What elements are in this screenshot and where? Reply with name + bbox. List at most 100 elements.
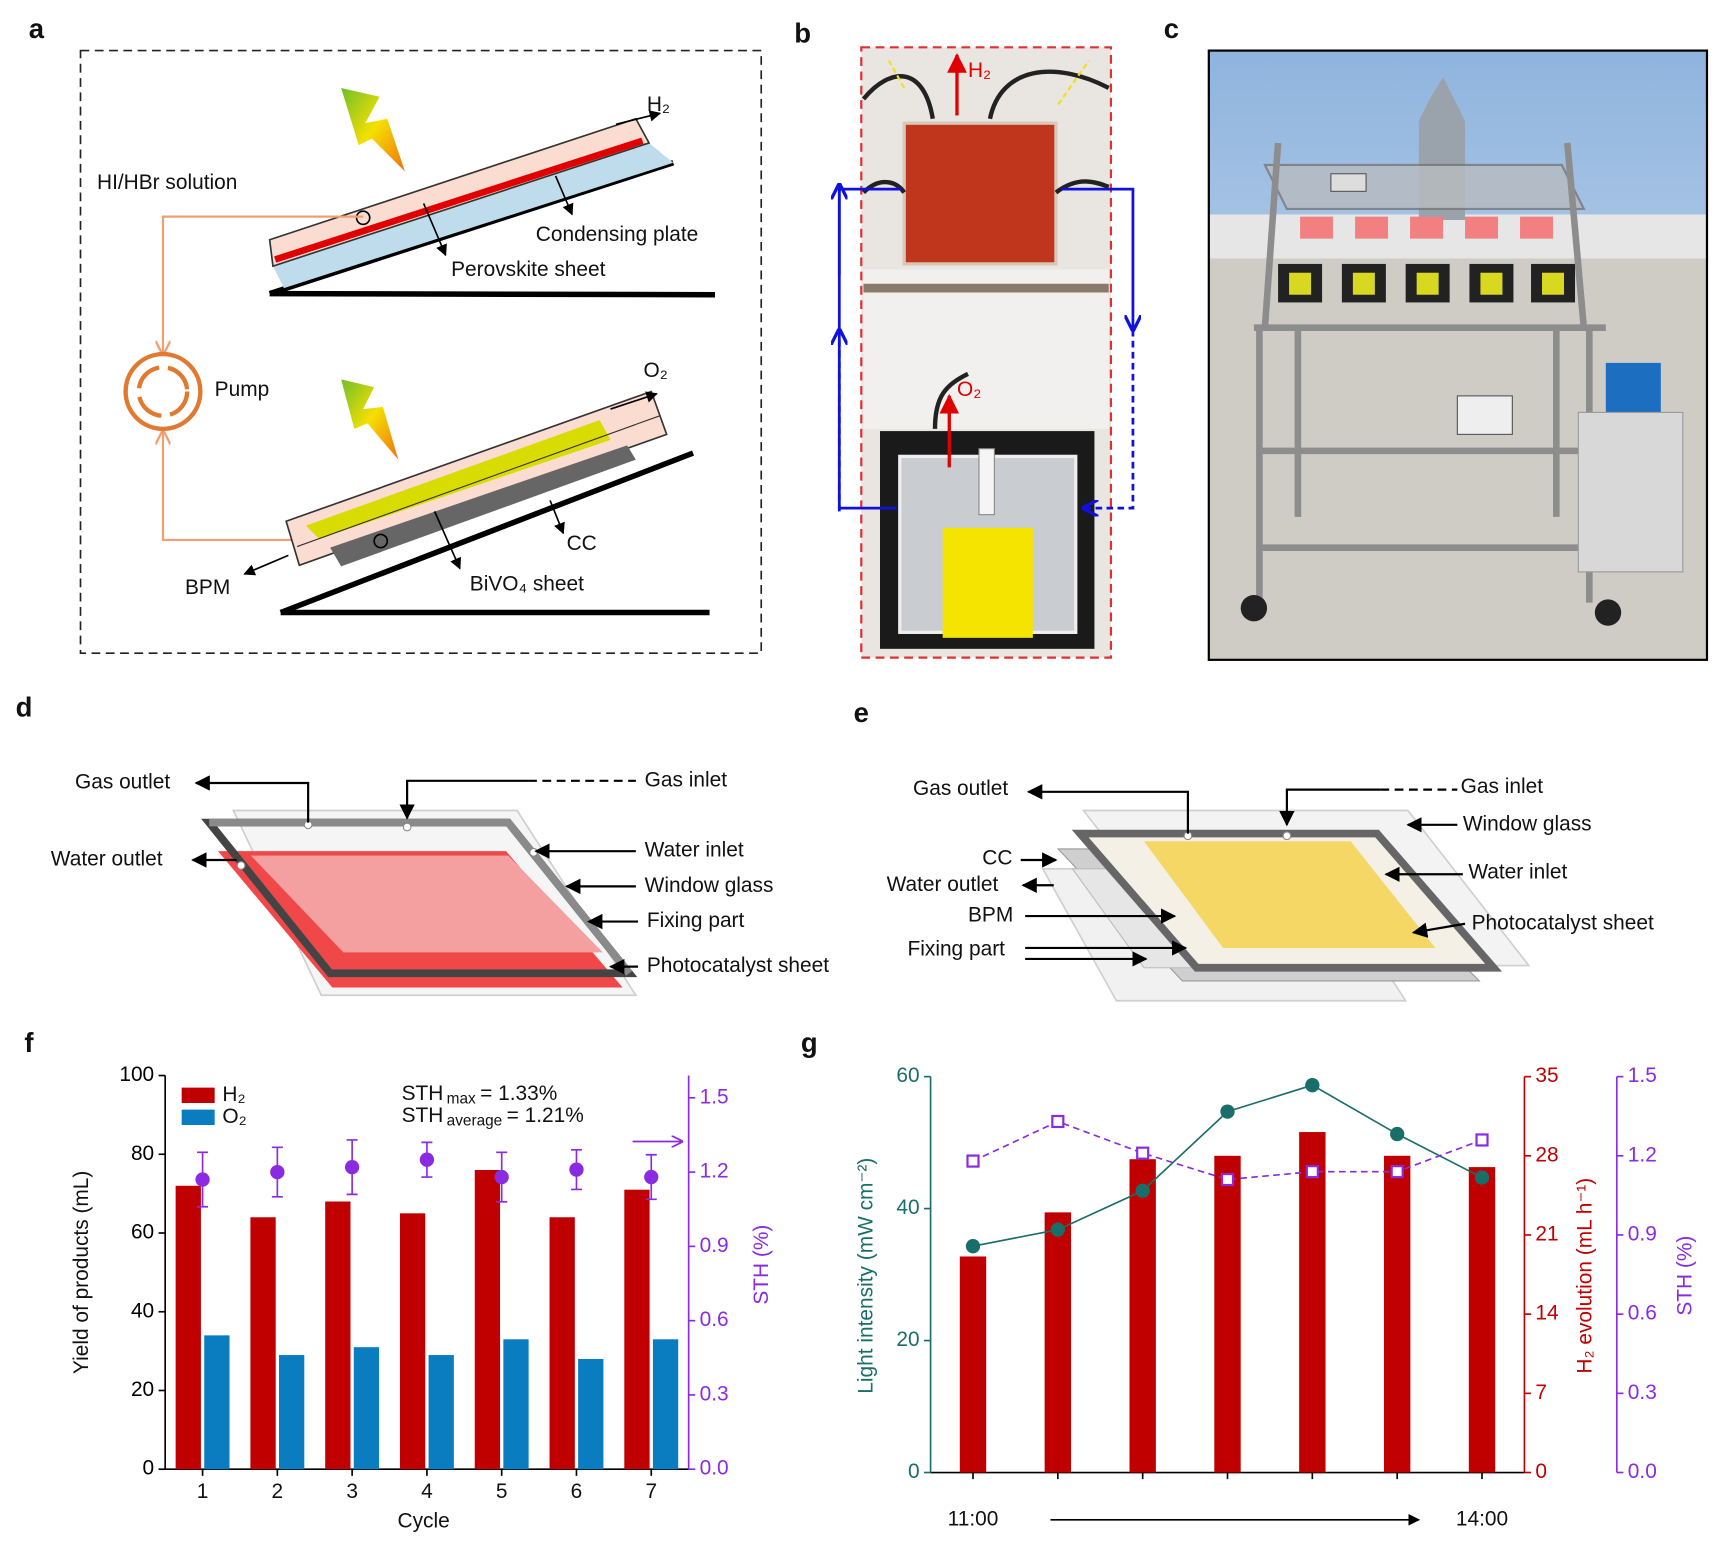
y-tick-label: 100: [119, 1063, 154, 1086]
y3-tick-label: 0.6: [1628, 1302, 1657, 1325]
x-tick-label: 2: [272, 1480, 284, 1503]
x-tick-label: 14:00: [1456, 1507, 1508, 1530]
label: BiVO₄ sheet: [470, 573, 584, 596]
y-tick-label: 0: [143, 1457, 155, 1480]
y2-tick-label: 0: [1535, 1460, 1547, 1483]
photo-middle: [863, 269, 1109, 429]
y2-tick-label: 0.6: [700, 1308, 729, 1331]
y-axis-title: Yield of products (mL): [70, 1171, 93, 1374]
bar: [250, 1217, 276, 1470]
y3-tick-label: 0.9: [1628, 1222, 1657, 1245]
condensing-plate: [272, 142, 674, 289]
x-tick-label: 1: [197, 1480, 209, 1503]
bar: [959, 1256, 987, 1473]
chiller: [1577, 411, 1684, 573]
gas-inlet: [1282, 831, 1292, 841]
incline: [279, 450, 695, 616]
port: [373, 533, 389, 549]
label: O₂: [957, 378, 981, 401]
outlet-tube: [978, 448, 995, 516]
marker: [1474, 1170, 1490, 1185]
panel-letter: b: [794, 17, 811, 48]
cell: [1355, 216, 1389, 239]
marker: [1136, 1146, 1150, 1160]
marker: [1305, 1078, 1320, 1093]
annotation-sub: average: [447, 1113, 503, 1130]
wheel: [1240, 594, 1268, 622]
water-outlet: [236, 861, 246, 870]
panel-e: Gas outlet Gas inlet Window glass CC Wat…: [887, 775, 1654, 1002]
light-bolt: [341, 379, 399, 460]
x-tick-label: 6: [571, 1480, 583, 1503]
photo-border: [1207, 49, 1709, 661]
label: Gas outlet: [75, 771, 170, 794]
shelf: [1263, 163, 1586, 211]
arrow: [887, 59, 906, 89]
x-tick-label: 3: [346, 1480, 358, 1503]
panel-letter: c: [1164, 13, 1179, 44]
y-tick-label: 40: [896, 1196, 919, 1219]
marker: [1390, 1126, 1405, 1142]
cell: [1480, 272, 1503, 295]
arrow: [1057, 59, 1090, 106]
y2-axis-title: H₂ evolution (mL h⁻¹): [1574, 1178, 1597, 1374]
cell: [1352, 272, 1375, 295]
y2-tick-label: 7: [1535, 1381, 1547, 1404]
bar: [1383, 1155, 1411, 1473]
cell: [1416, 272, 1439, 295]
marker: [1135, 1183, 1150, 1198]
bar: [503, 1339, 529, 1470]
annotation: STH average = 1.21%: [402, 1104, 584, 1130]
bar: [1214, 1155, 1241, 1473]
bar: [549, 1217, 575, 1470]
label: BPM: [968, 904, 1013, 927]
post: [1564, 142, 1588, 329]
label: Photocatalyst sheet: [647, 954, 829, 977]
annotation-sub: max: [447, 1091, 476, 1108]
arrow: [422, 203, 447, 257]
legend-swatch: [181, 1109, 215, 1126]
marker: [1305, 1165, 1319, 1179]
cell: [1300, 216, 1334, 239]
y3-tick-label: 0.3: [1628, 1381, 1657, 1404]
label: Pump: [215, 378, 270, 401]
label: Water outlet: [887, 873, 999, 896]
label: Water outlet: [51, 847, 163, 870]
panel-letters: a b c d e f g: [16, 13, 1179, 1058]
panel-letter: a: [29, 13, 45, 44]
label: Gas inlet: [1461, 775, 1544, 798]
pump-inner: [136, 365, 190, 418]
bar: [279, 1355, 305, 1470]
point: [419, 1152, 435, 1167]
marker: [965, 1239, 981, 1254]
label: HI/HBr solution: [97, 171, 237, 194]
flow: [1083, 329, 1135, 508]
flow: [837, 187, 902, 510]
y2-tick-label: 0.9: [700, 1234, 729, 1257]
point: [494, 1169, 509, 1185]
label: O₂: [644, 359, 668, 382]
x-tick-label: 7: [645, 1480, 657, 1503]
annotation-text: STH: [402, 1104, 444, 1127]
label: Photocatalyst sheet: [1472, 911, 1654, 934]
leader: [1279, 788, 1381, 827]
bar: [1468, 1167, 1496, 1473]
bpm-line: [296, 415, 661, 548]
incline: [268, 160, 675, 297]
leader: [194, 775, 310, 823]
y3-tick-label: 1.5: [1628, 1064, 1657, 1087]
bar: [353, 1347, 380, 1470]
leader: [1026, 784, 1190, 834]
cc: [330, 445, 636, 567]
marker: [1475, 1133, 1489, 1147]
arrow: [610, 391, 658, 410]
panel-d: Gas outlet Gas inlet Water outlet Water …: [51, 768, 829, 997]
bivo4-cell: [942, 527, 1033, 638]
label: Perovskite sheet: [451, 258, 606, 281]
photocatalyst-sheet: [1143, 841, 1436, 948]
y2-tick-label: 14: [1535, 1302, 1558, 1325]
y2-tick-label: 0.0: [700, 1457, 729, 1480]
bar: [399, 1213, 426, 1470]
cell: [1520, 216, 1554, 239]
cell: [1465, 216, 1499, 239]
